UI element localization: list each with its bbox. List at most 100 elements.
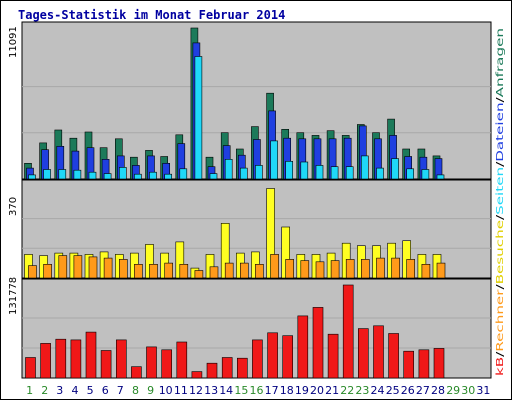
legend-entry-besuche: Besuche	[495, 220, 506, 284]
bar-seiten-day-11	[179, 168, 188, 180]
bar-seiten-day-17	[270, 140, 278, 180]
bar-rechner-day-21	[330, 260, 340, 279]
bar-kb-day-21	[327, 333, 339, 379]
bar-rechner-day-12	[194, 270, 204, 279]
bar-seiten-day-9	[149, 171, 157, 180]
legend-separator: /	[495, 214, 506, 220]
x-tick-label-14: 14	[219, 384, 233, 397]
x-tick-label-8: 8	[132, 384, 139, 397]
bar-seiten-day-22	[345, 166, 354, 180]
bar-rechner-day-5	[88, 256, 98, 279]
bar-kb-day-1	[25, 357, 36, 379]
x-tick-label-5: 5	[87, 384, 94, 397]
legend-separator: /	[495, 96, 506, 102]
bar-kb-day-12	[191, 371, 203, 379]
x-tick-label-3: 3	[56, 384, 63, 397]
x-tick-label-15: 15	[234, 384, 248, 397]
bar-seiten-day-6	[103, 173, 112, 180]
x-tick-label-30: 30	[461, 384, 475, 397]
bar-kb-day-24	[373, 325, 384, 379]
bar-seiten-day-14	[224, 159, 233, 180]
x-tick-label-7: 7	[117, 384, 124, 397]
bar-kb-day-17	[267, 332, 278, 379]
bar-seiten-day-8	[134, 173, 142, 180]
bar-seiten-day-27	[421, 169, 430, 180]
bar-seiten-day-21	[330, 166, 339, 180]
panel-top-ymax-label: 11091	[8, 26, 19, 58]
bar-kb-day-16	[252, 339, 263, 379]
bar-rechner-day-15	[240, 262, 249, 279]
bar-rechner-day-8	[134, 263, 143, 279]
bar-seiten-day-25	[391, 158, 399, 180]
x-tick-label-28: 28	[431, 384, 445, 397]
bar-seiten-day-19	[300, 161, 309, 180]
x-tick-label-1: 1	[26, 384, 33, 397]
bar-seiten-day-1	[28, 174, 36, 180]
bar-seiten-day-18	[285, 161, 294, 180]
bar-rechner-day-11	[179, 263, 189, 279]
bar-kb-day-15	[237, 357, 248, 379]
x-tick-label-16: 16	[250, 384, 264, 397]
x-tick-label-9: 9	[147, 384, 154, 397]
bar-kb-day-6	[100, 350, 112, 379]
bar-seiten-day-12	[194, 56, 203, 180]
bar-seiten-day-10	[164, 173, 172, 180]
legend-entry-rechner: Rechner	[495, 288, 506, 352]
bar-kb-day-2	[40, 343, 51, 379]
bar-kb-day-9	[146, 346, 157, 379]
x-tick-label-25: 25	[386, 384, 400, 397]
bar-kb-day-26	[403, 350, 415, 379]
bar-rechner-day-20	[315, 261, 325, 279]
legend-entry-seiten: Seiten	[495, 167, 506, 215]
bar-seiten-day-4	[73, 169, 82, 180]
bar-rechner-day-19	[300, 260, 310, 279]
bar-seiten-day-5	[88, 171, 97, 180]
x-tick-label-20: 20	[310, 384, 324, 397]
x-tick-label-26: 26	[401, 384, 415, 397]
bar-kb-day-27	[418, 349, 430, 379]
legend-separator: /	[495, 351, 506, 357]
x-tick-label-13: 13	[204, 384, 218, 397]
bar-kb-day-11	[176, 341, 188, 379]
bar-seiten-day-13	[209, 173, 218, 180]
bar-kb-day-10	[161, 349, 172, 379]
bar-kb-day-20	[312, 307, 324, 379]
panel-middle-ymax-label: 370	[8, 197, 19, 216]
bar-kb-day-28	[433, 348, 445, 379]
bar-rechner-day-26	[406, 259, 416, 279]
bar-kb-day-7	[116, 339, 127, 379]
x-tick-label-31: 31	[476, 384, 490, 397]
bar-kb-day-23	[357, 328, 369, 379]
bar-kb-day-14	[221, 357, 233, 379]
x-tick-label-2: 2	[41, 384, 48, 397]
bar-kb-day-4	[70, 339, 82, 379]
x-tick-label-6: 6	[102, 384, 109, 397]
bar-kb-day-25	[388, 333, 399, 379]
legend-right: kB/Rechner/Besuche/Seiten/Dateien/Anfrag…	[495, 28, 506, 376]
bar-rechner-day-1	[28, 265, 37, 279]
bar-rechner-day-3	[58, 255, 68, 279]
bar-seiten-day-15	[240, 167, 248, 180]
legend-separator: /	[495, 283, 506, 289]
bar-rechner-day-10	[164, 262, 173, 279]
bar-rechner-day-24	[376, 257, 385, 279]
bar-seiten-day-7	[119, 167, 127, 180]
bar-seiten-day-2	[43, 169, 51, 180]
x-tick-label-29: 29	[446, 384, 460, 397]
legend-entry-dateien: Dateien	[495, 102, 506, 161]
bar-kb-day-3	[55, 338, 67, 379]
x-tick-label-24: 24	[371, 384, 385, 397]
bar-rechner-day-28	[436, 262, 446, 279]
legend-entry-kb: kB	[495, 357, 506, 376]
bar-seiten-day-20	[315, 165, 324, 180]
bar-rechner-day-2	[43, 263, 52, 279]
chart-title: Tages-Statistik im Monat Februar 2014	[18, 8, 285, 22]
bar-rechner-day-4	[73, 255, 83, 279]
bar-rechner-day-22	[345, 259, 355, 279]
bar-rechner-day-17	[270, 254, 279, 279]
bar-kb-day-13	[206, 362, 218, 379]
x-tick-label-19: 19	[295, 384, 309, 397]
bar-kb-day-8	[131, 366, 142, 379]
x-tick-label-4: 4	[72, 384, 79, 397]
